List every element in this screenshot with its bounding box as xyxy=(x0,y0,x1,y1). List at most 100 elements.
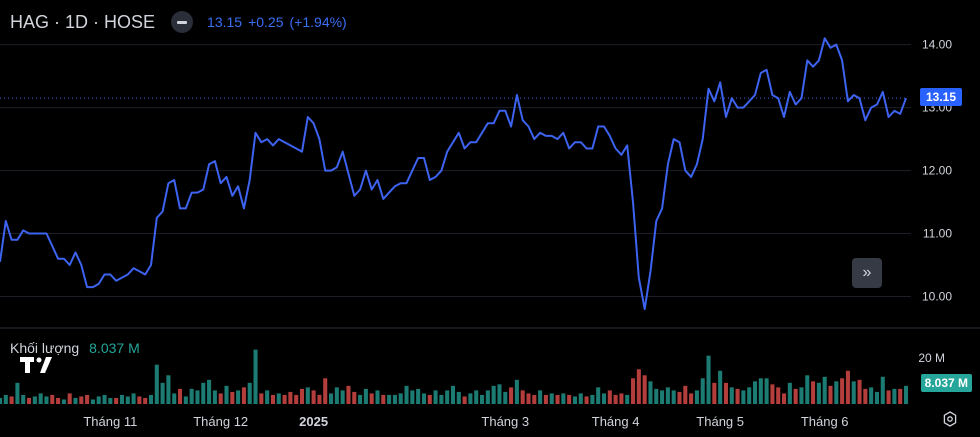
volume-bar xyxy=(596,387,601,404)
volume-bar xyxy=(811,381,816,404)
x-tick-label: Tháng 12 xyxy=(193,414,248,429)
volume-bar xyxy=(834,381,839,404)
volume-bar xyxy=(764,378,769,404)
volume-bar xyxy=(299,388,305,404)
volume-bar xyxy=(636,369,641,404)
volume-bar xyxy=(73,397,78,404)
y-tick-label: 11.00 xyxy=(923,227,952,241)
volume-bar xyxy=(363,388,368,404)
volume-bar xyxy=(276,393,281,404)
volume-bar xyxy=(543,394,548,404)
volume-bar xyxy=(903,385,909,404)
price-change: +0.25 xyxy=(248,14,284,30)
volume-bar xyxy=(869,387,874,404)
volume-bar xyxy=(532,394,537,404)
volume-bar xyxy=(288,391,293,404)
volume-bar xyxy=(613,394,618,404)
volume-bar xyxy=(294,394,299,404)
volume-bar xyxy=(369,393,374,404)
symbol-title[interactable]: HAG · 1D · HOSE xyxy=(10,11,156,32)
volume-bar xyxy=(642,375,647,404)
last-price-badge: 13.15 xyxy=(919,88,962,107)
volume-bar xyxy=(462,396,467,404)
volume-bar xyxy=(421,393,426,404)
volume-bar xyxy=(305,387,310,404)
volume-bar xyxy=(683,385,688,404)
volume-label: Khối lượng xyxy=(10,340,80,356)
volume-bar xyxy=(183,396,188,404)
gear-icon[interactable] xyxy=(942,411,958,427)
volume-bar xyxy=(538,390,543,404)
volume-bar xyxy=(654,388,659,404)
volume-bar xyxy=(514,379,519,404)
volume-bar xyxy=(329,393,334,404)
volume-bar xyxy=(555,394,560,404)
volume-bar xyxy=(44,396,49,404)
volume-bar xyxy=(712,382,717,404)
volume-bar xyxy=(497,384,502,404)
volume-bar xyxy=(259,393,264,404)
volume-bar xyxy=(241,387,246,404)
volume-bar xyxy=(689,393,694,404)
volume-bar xyxy=(450,385,456,404)
volume-value: 8.037 M xyxy=(89,340,140,356)
volume-bar xyxy=(665,387,670,404)
volume-bar xyxy=(410,390,415,404)
volume-bar xyxy=(102,394,107,404)
volume-bar xyxy=(718,370,723,404)
volume-bar xyxy=(584,396,589,404)
volume-bar xyxy=(131,393,136,404)
volume-bar xyxy=(311,390,316,404)
volume-bar xyxy=(67,393,72,404)
volume-bar xyxy=(218,393,223,404)
volume-bar xyxy=(549,393,554,404)
double-chevron-right-icon[interactable]: » xyxy=(852,258,882,288)
volume-bar xyxy=(741,390,746,404)
volume-bar xyxy=(166,375,171,404)
volume-bar xyxy=(625,394,630,404)
volume-bar xyxy=(56,397,61,404)
price-change-pct: (+1.94%) xyxy=(289,14,347,30)
volume-bar xyxy=(677,391,682,404)
volume-bar xyxy=(845,370,850,404)
volume-bar xyxy=(607,390,612,404)
volume-bar xyxy=(700,378,705,404)
volume-bar xyxy=(387,394,392,404)
volume-bar xyxy=(358,394,363,404)
volume-bar xyxy=(770,384,775,404)
volume-bar xyxy=(433,390,438,404)
volume-bar xyxy=(230,391,235,404)
volume-bar xyxy=(474,390,479,404)
volume-bar xyxy=(706,355,711,404)
volume-bar xyxy=(427,394,432,404)
volume-bar xyxy=(572,396,577,404)
last-volume-badge: 8.037 M xyxy=(920,374,972,392)
volume-bar xyxy=(79,396,84,404)
volume-bar xyxy=(224,385,229,404)
volume-bar xyxy=(799,387,804,404)
volume-bar xyxy=(787,382,792,404)
volume-bar xyxy=(346,385,351,404)
volume-bar xyxy=(445,390,450,404)
minus-icon[interactable] xyxy=(171,11,194,33)
volume-bar xyxy=(253,349,258,404)
volume-bar xyxy=(317,394,322,404)
volume-bar xyxy=(758,378,763,404)
volume-bar xyxy=(61,399,66,404)
quote-info: 13.15 +0.25 (+1.94%) xyxy=(207,14,347,30)
volume-bar xyxy=(21,394,26,404)
volume-bar xyxy=(189,388,194,404)
volume-bar xyxy=(752,381,758,404)
volume-bar xyxy=(404,385,409,404)
y-tick-label: 12.00 xyxy=(922,164,952,178)
volume-bar xyxy=(503,391,508,404)
tradingview-logo[interactable] xyxy=(18,352,56,378)
volume-bar xyxy=(172,393,177,404)
volume-bar xyxy=(119,394,124,404)
volume-bar xyxy=(439,394,444,404)
volume-bar xyxy=(114,397,119,404)
volume-bar xyxy=(863,388,868,404)
x-tick-label: Tháng 6 xyxy=(801,414,849,429)
volume-bar xyxy=(323,378,328,404)
volume-bar xyxy=(886,390,891,404)
